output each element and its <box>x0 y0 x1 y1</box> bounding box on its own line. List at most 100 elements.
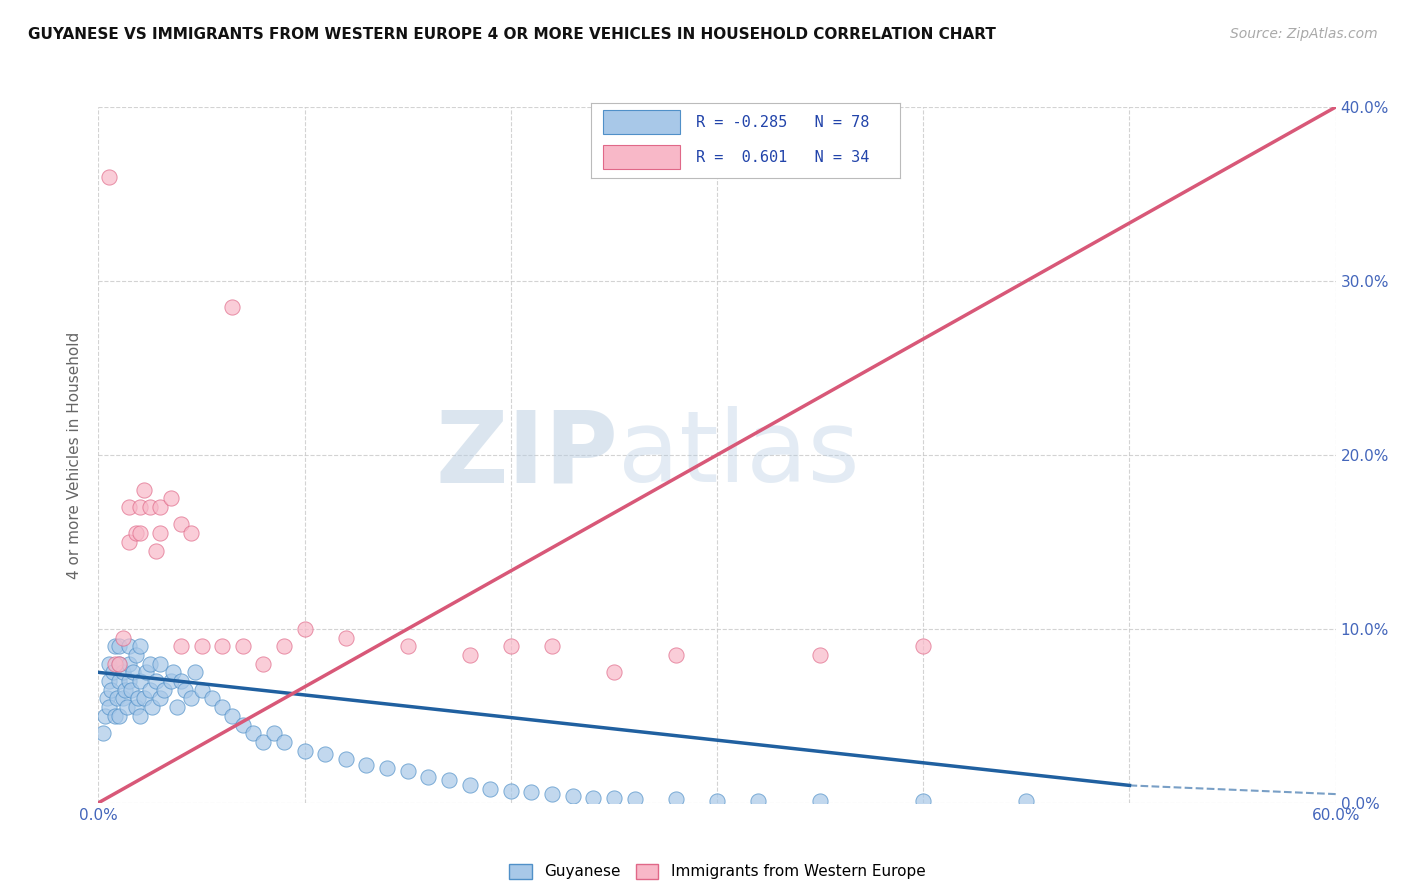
Point <box>242 726 264 740</box>
Point <box>665 648 688 662</box>
Point <box>180 691 202 706</box>
Point <box>112 665 135 680</box>
Point <box>112 691 135 706</box>
Point <box>153 682 176 697</box>
Point <box>139 500 162 514</box>
Point <box>1015 794 1038 808</box>
Point <box>108 657 131 671</box>
Point <box>232 639 254 653</box>
Point <box>118 674 141 689</box>
Point <box>211 700 233 714</box>
Point <box>97 700 120 714</box>
Point <box>132 691 155 706</box>
Point <box>120 682 142 697</box>
Text: atlas: atlas <box>619 407 859 503</box>
Point <box>162 665 184 680</box>
Point <box>190 682 212 697</box>
Point <box>273 639 295 653</box>
Point <box>127 691 149 706</box>
Y-axis label: 4 or more Vehicles in Household: 4 or more Vehicles in Household <box>67 331 83 579</box>
Point <box>97 674 120 689</box>
Point <box>263 726 285 740</box>
Point <box>97 657 120 671</box>
Point <box>314 747 336 761</box>
Point <box>104 708 127 723</box>
Point <box>747 794 769 808</box>
Point <box>252 735 274 749</box>
Point <box>118 500 141 514</box>
Point <box>499 639 522 653</box>
Point <box>561 789 583 803</box>
Point <box>128 526 150 541</box>
Point <box>808 648 831 662</box>
Point <box>184 665 207 680</box>
Point <box>159 491 181 506</box>
Point <box>520 785 543 799</box>
Point <box>170 674 193 689</box>
Point <box>104 639 127 653</box>
Point <box>201 691 224 706</box>
Point <box>124 648 146 662</box>
Point <box>437 773 460 788</box>
Point <box>458 648 481 662</box>
Point <box>108 708 131 723</box>
Legend: Guyanese, Immigrants from Western Europe: Guyanese, Immigrants from Western Europe <box>502 857 932 886</box>
Point <box>375 761 398 775</box>
Point <box>912 639 935 653</box>
Point <box>105 691 128 706</box>
Point <box>104 657 127 671</box>
Point <box>170 517 193 532</box>
Point <box>294 622 316 636</box>
Point <box>356 757 378 772</box>
Point <box>128 639 150 653</box>
Point <box>128 500 150 514</box>
Point <box>159 674 181 689</box>
Point <box>132 483 155 497</box>
Point <box>335 631 357 645</box>
Point <box>170 639 193 653</box>
Point <box>149 500 172 514</box>
Point <box>139 682 162 697</box>
Point <box>96 691 118 706</box>
Point <box>458 778 481 792</box>
Point <box>808 794 831 808</box>
Point <box>145 543 167 558</box>
Point <box>128 674 150 689</box>
Point <box>97 169 120 184</box>
Bar <box>603 111 681 135</box>
Point <box>174 682 197 697</box>
Point <box>623 792 645 806</box>
Point <box>145 674 167 689</box>
Text: Source: ZipAtlas.com: Source: ZipAtlas.com <box>1230 27 1378 41</box>
Point <box>665 792 688 806</box>
Point <box>706 794 728 808</box>
Point <box>541 639 564 653</box>
Text: GUYANESE VS IMMIGRANTS FROM WESTERN EUROPE 4 OR MORE VEHICLES IN HOUSEHOLD CORRE: GUYANESE VS IMMIGRANTS FROM WESTERN EURO… <box>28 27 995 42</box>
Point <box>141 700 163 714</box>
Point <box>108 674 131 689</box>
Point <box>396 764 419 779</box>
Point <box>100 682 122 697</box>
Point <box>112 631 135 645</box>
Point <box>166 700 188 714</box>
Point <box>582 790 605 805</box>
Point <box>221 708 243 723</box>
Text: R = -0.285   N = 78: R = -0.285 N = 78 <box>696 115 869 130</box>
Point <box>135 665 157 680</box>
Point <box>396 639 419 653</box>
Point <box>335 752 357 766</box>
Point <box>499 783 522 797</box>
Point <box>128 708 150 723</box>
Point <box>118 657 141 671</box>
Point <box>108 639 131 653</box>
Point <box>603 665 626 680</box>
Point <box>122 665 145 680</box>
Point <box>190 639 212 653</box>
Point <box>294 744 316 758</box>
Point <box>221 300 243 314</box>
Point <box>101 665 124 680</box>
Point <box>479 781 502 796</box>
Text: ZIP: ZIP <box>436 407 619 503</box>
Point <box>180 526 202 541</box>
Point <box>93 708 115 723</box>
